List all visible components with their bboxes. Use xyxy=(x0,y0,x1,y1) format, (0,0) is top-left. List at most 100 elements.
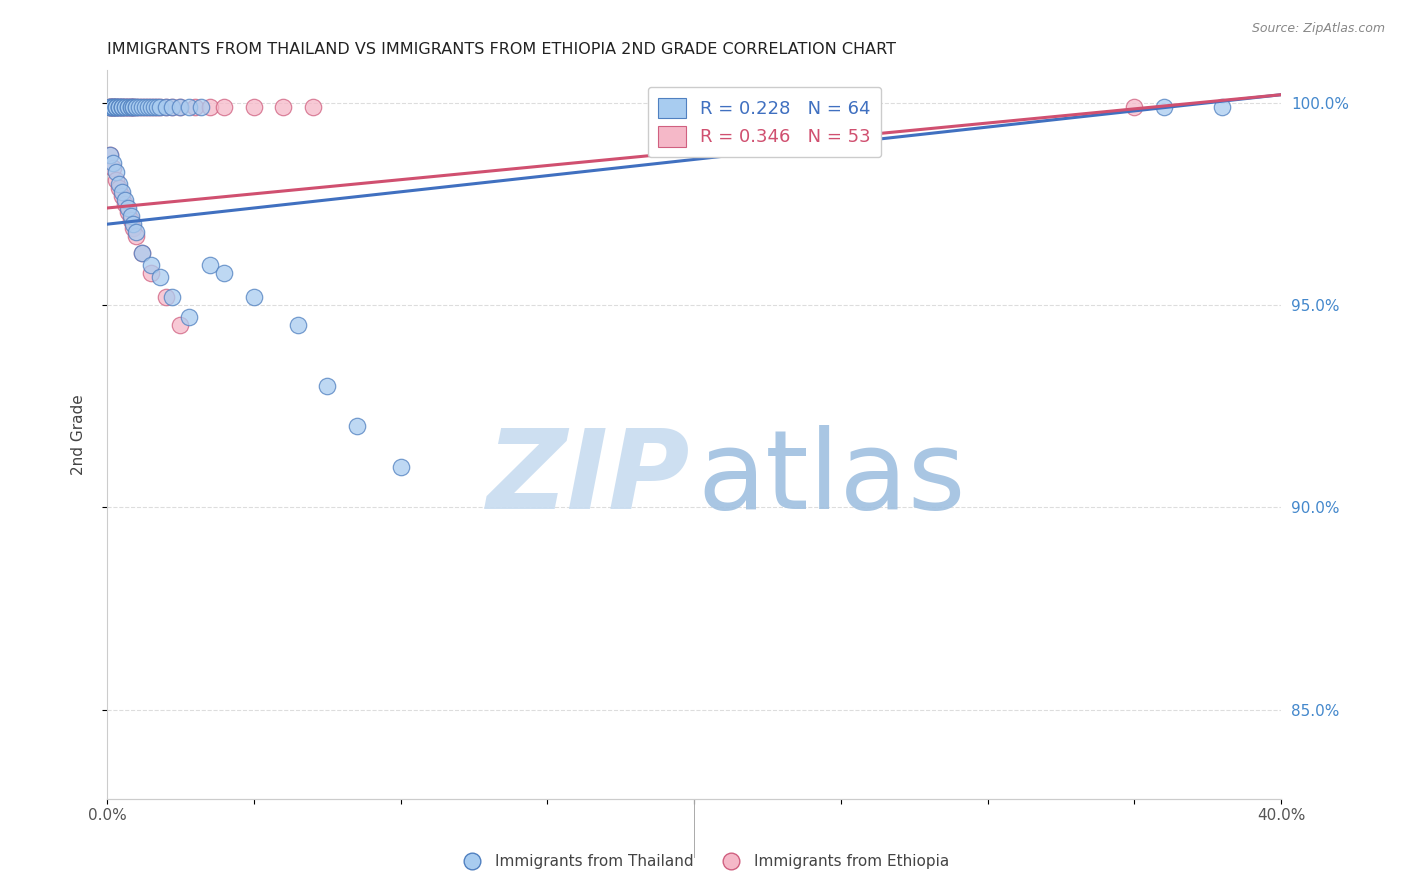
Point xyxy=(1123,100,1146,114)
Point xyxy=(184,100,207,114)
Point xyxy=(108,100,131,114)
Point xyxy=(120,100,142,114)
Point xyxy=(98,100,121,114)
Point xyxy=(108,100,131,114)
Point xyxy=(149,100,172,114)
Text: atlas: atlas xyxy=(697,425,966,532)
Point xyxy=(117,100,139,114)
Point xyxy=(122,100,145,114)
Point xyxy=(146,100,169,114)
Point xyxy=(98,100,121,114)
Point xyxy=(98,100,121,114)
Point xyxy=(101,156,124,170)
Point xyxy=(98,100,121,114)
Point xyxy=(243,290,266,304)
Point xyxy=(98,148,121,162)
Point xyxy=(243,100,266,114)
Point xyxy=(108,100,131,114)
Point xyxy=(108,100,131,114)
Point xyxy=(120,100,142,114)
Point xyxy=(101,100,124,114)
Point xyxy=(101,100,124,114)
Point xyxy=(125,229,148,244)
Point xyxy=(134,100,156,114)
Point xyxy=(287,318,309,333)
Point xyxy=(155,100,177,114)
Point xyxy=(120,100,142,114)
Point xyxy=(160,100,183,114)
Point xyxy=(114,100,136,114)
Point xyxy=(104,164,127,178)
Point xyxy=(139,258,162,272)
Point xyxy=(104,100,127,114)
Point xyxy=(101,100,124,114)
Point xyxy=(104,100,127,114)
Point xyxy=(136,100,159,114)
Point xyxy=(143,100,166,114)
Point xyxy=(128,100,150,114)
Point xyxy=(111,100,134,114)
Point xyxy=(1211,100,1233,114)
Point xyxy=(214,100,236,114)
Point xyxy=(301,100,323,114)
Legend: Immigrants from Thailand, Immigrants from Ethiopia: Immigrants from Thailand, Immigrants fro… xyxy=(450,848,956,875)
Point xyxy=(117,100,139,114)
Point xyxy=(139,266,162,280)
Point xyxy=(104,100,127,114)
Point xyxy=(198,100,221,114)
Point xyxy=(214,266,236,280)
Point xyxy=(160,290,183,304)
Point xyxy=(120,213,142,227)
Point xyxy=(125,100,148,114)
Text: ZIP: ZIP xyxy=(486,425,690,532)
Point xyxy=(111,100,134,114)
Point xyxy=(98,100,121,114)
Point xyxy=(108,100,131,114)
Point xyxy=(108,177,131,191)
Point xyxy=(101,100,124,114)
Point xyxy=(131,100,153,114)
Point xyxy=(136,100,159,114)
Point xyxy=(146,100,169,114)
Point xyxy=(149,100,172,114)
Point xyxy=(122,221,145,235)
Point xyxy=(111,100,134,114)
Point xyxy=(101,100,124,114)
Point xyxy=(120,209,142,223)
Point xyxy=(134,100,156,114)
Point xyxy=(389,460,412,475)
Point xyxy=(198,258,221,272)
Point xyxy=(131,245,153,260)
Point xyxy=(155,290,177,304)
Text: IMMIGRANTS FROM THAILAND VS IMMIGRANTS FROM ETHIOPIA 2ND GRADE CORRELATION CHART: IMMIGRANTS FROM THAILAND VS IMMIGRANTS F… xyxy=(107,42,896,57)
Point xyxy=(125,225,148,239)
Point xyxy=(114,193,136,207)
Point xyxy=(104,100,127,114)
Legend: R = 0.228   N = 64, R = 0.346   N = 53: R = 0.228 N = 64, R = 0.346 N = 53 xyxy=(648,87,882,157)
Point xyxy=(120,100,142,114)
Point xyxy=(316,379,339,393)
Point xyxy=(125,100,148,114)
Point xyxy=(139,100,162,114)
Point xyxy=(179,100,201,114)
Point xyxy=(101,100,124,114)
Point xyxy=(271,100,294,114)
Point xyxy=(111,185,134,199)
Point xyxy=(108,181,131,195)
Point xyxy=(169,100,191,114)
Point xyxy=(346,419,368,434)
Point xyxy=(160,100,183,114)
Point xyxy=(190,100,212,114)
Point xyxy=(98,100,121,114)
Point xyxy=(122,217,145,231)
Point xyxy=(98,148,121,162)
Point xyxy=(111,189,134,203)
Point xyxy=(117,201,139,215)
Point xyxy=(131,100,153,114)
Y-axis label: 2nd Grade: 2nd Grade xyxy=(72,394,86,475)
Point xyxy=(122,100,145,114)
Point xyxy=(114,100,136,114)
Point xyxy=(149,269,172,284)
Point xyxy=(179,310,201,325)
Point xyxy=(104,172,127,186)
